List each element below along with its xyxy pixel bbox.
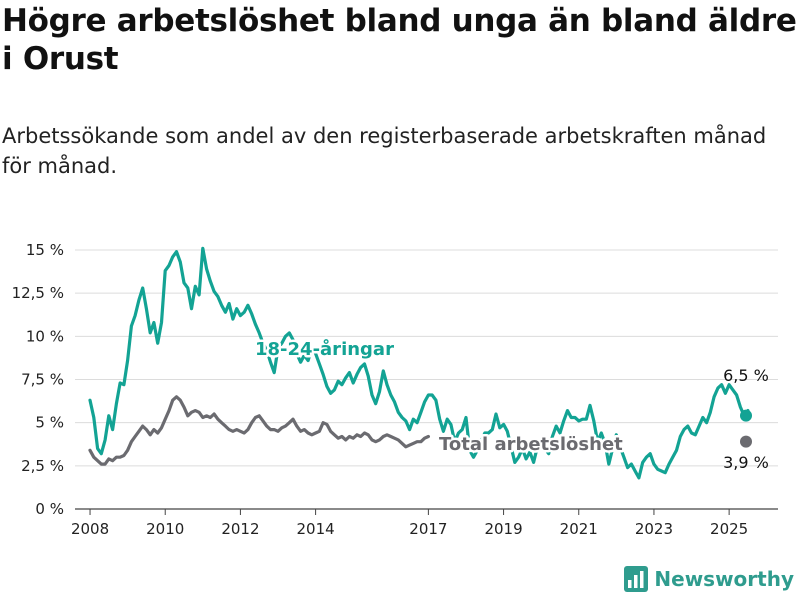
y-tick-label: 7,5 % bbox=[21, 371, 64, 389]
x-tick-label: 2017 bbox=[409, 520, 447, 538]
y-tick-label: 15 % bbox=[26, 241, 64, 259]
series-line bbox=[88, 246, 750, 480]
chart-title: Högre arbetslöshet bland unga än bland ä… bbox=[2, 3, 797, 77]
brand-logo: Newsworthy bbox=[624, 566, 794, 592]
y-tick-label: 12,5 % bbox=[12, 284, 64, 302]
series-end-point bbox=[740, 435, 752, 448]
y-tick-label: 2,5 % bbox=[21, 457, 64, 475]
y-tick-label: 0 % bbox=[35, 500, 64, 518]
series-line bbox=[88, 395, 430, 466]
y-tick-label: 10 % bbox=[26, 327, 64, 345]
x-tick-label: 2010 bbox=[146, 520, 184, 538]
grid-layer bbox=[75, 249, 778, 515]
label-layer: 0 % 2,5 % 5 % 7,5 % 10 % 12,5 % 15 % 2008 2010 20… bbox=[12, 241, 769, 538]
series-end-point bbox=[740, 409, 752, 422]
x-tick-label: 2012 bbox=[221, 520, 259, 538]
chart-subtitle: Arbetssökande som andel av den registerb… bbox=[2, 124, 767, 178]
x-tick-label: 2023 bbox=[635, 520, 673, 538]
series-layer bbox=[88, 246, 752, 480]
x-tick-label: 2019 bbox=[484, 520, 522, 538]
bar-chart-logo-icon bbox=[624, 566, 649, 592]
x-tick-label: 2021 bbox=[560, 520, 598, 538]
x-tick-label: 2008 bbox=[71, 520, 109, 538]
series-name-label: 18-24-åringar bbox=[255, 338, 394, 360]
series-end-label: 3,9 % bbox=[723, 453, 769, 472]
x-tick-label: 2025 bbox=[710, 520, 748, 538]
x-tick-label: 2014 bbox=[297, 520, 335, 538]
series-end-label: 6,5 % bbox=[723, 366, 769, 385]
brand-name: Newsworthy bbox=[654, 567, 794, 591]
series-name-label: Total arbetslöshet bbox=[439, 434, 623, 455]
y-tick-label: 5 % bbox=[35, 414, 64, 432]
